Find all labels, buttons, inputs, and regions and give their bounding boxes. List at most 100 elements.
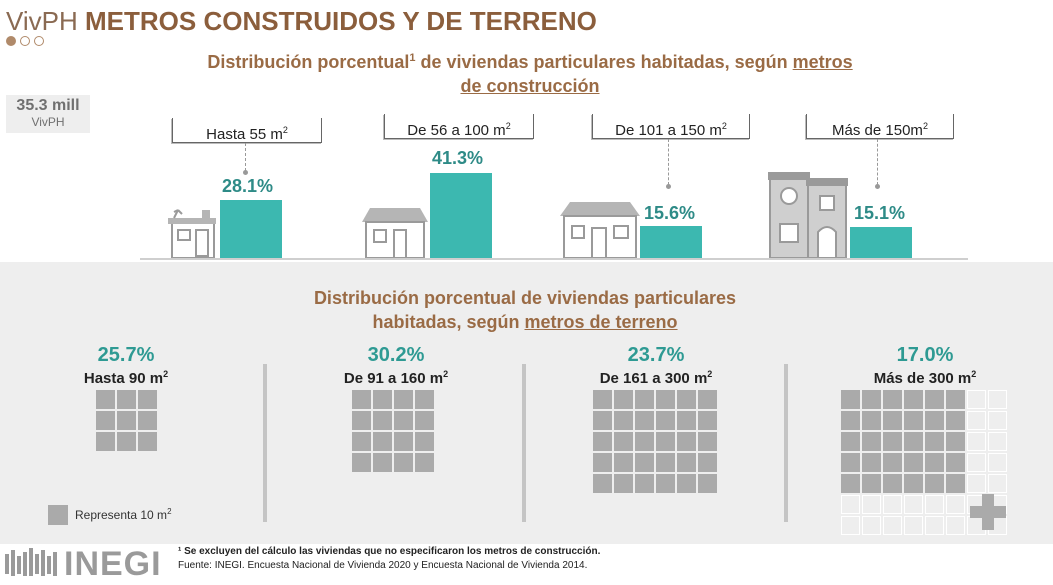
terrain-grid-4	[841, 390, 1007, 535]
area-unit-filled	[415, 390, 434, 409]
area-unit-filled	[677, 474, 696, 493]
area-unit-empty	[946, 495, 965, 514]
area-unit-filled	[352, 411, 371, 430]
inegi-logo-mark	[5, 548, 57, 576]
construction-cat-4: Más de 150m2	[806, 114, 954, 139]
area-unit-filled	[904, 411, 923, 430]
source-note: Fuente: INEGI. Encuesta Nacional de Vivi…	[178, 560, 588, 571]
area-unit-empty	[904, 495, 923, 514]
leader-line-4	[877, 139, 878, 185]
nav-dot-3	[34, 36, 44, 46]
area-unit-filled	[635, 390, 654, 409]
area-unit-empty	[883, 495, 902, 514]
area-unit-filled	[96, 411, 115, 430]
leader-dot-3	[666, 184, 671, 189]
bar-label-1: 28.1%	[222, 176, 274, 196]
area-unit-filled	[841, 411, 860, 430]
area-unit-filled	[883, 474, 902, 493]
area-unit-filled	[117, 432, 136, 451]
terrain-subtitle: Distribución porcentual de viviendas par…	[313, 288, 737, 332]
area-unit-filled	[946, 453, 965, 472]
area-unit-filled	[925, 432, 944, 451]
area-unit-filled	[593, 390, 612, 409]
area-unit-filled	[415, 432, 434, 451]
area-unit-filled	[698, 453, 717, 472]
area-unit-filled	[841, 390, 860, 409]
area-unit-filled	[698, 474, 717, 493]
bar-101-150	[640, 226, 702, 258]
area-unit-filled	[138, 432, 157, 451]
area-unit-empty	[904, 516, 923, 535]
area-unit-filled	[635, 432, 654, 451]
area-unit-filled	[614, 453, 633, 472]
area-unit-empty	[988, 453, 1007, 472]
area-unit-filled	[138, 411, 157, 430]
area-unit-filled	[394, 453, 413, 472]
total-value: 35.3 mill	[16, 97, 80, 114]
area-unit-empty	[967, 411, 986, 430]
area-unit-filled	[862, 390, 881, 409]
leader-dot-1	[243, 170, 248, 175]
small-house-icon	[168, 209, 216, 259]
area-unit-filled	[677, 390, 696, 409]
construction-subtitle: Distribución porcentual1 de viviendas pa…	[207, 52, 853, 96]
area-unit-filled	[925, 390, 944, 409]
terrain-pct-3: 23.7%	[627, 344, 685, 366]
area-unit-filled	[352, 453, 371, 472]
area-unit-empty	[925, 495, 944, 514]
area-unit-filled	[96, 432, 115, 451]
area-unit-filled	[946, 432, 965, 451]
terrain-grid-2	[352, 390, 434, 472]
terrain-label-4: Más de 300 m2	[873, 369, 977, 387]
terrain-pct-2: 30.2%	[367, 344, 425, 366]
area-unit-filled	[925, 453, 944, 472]
area-unit-filled	[373, 411, 392, 430]
leader-dot-4	[875, 184, 880, 189]
construction-cat-1: Hasta 55 m2	[172, 118, 322, 143]
construction-cat-2: De 56 a 100 m2	[384, 114, 534, 139]
area-unit-empty	[946, 516, 965, 535]
separator-1	[263, 364, 267, 522]
area-unit-filled	[841, 432, 860, 451]
area-unit-filled	[352, 390, 371, 409]
terrain-pct-4: 17.0%	[896, 344, 954, 366]
title-prefix: VivPH	[6, 6, 78, 36]
area-unit-filled	[862, 432, 881, 451]
area-unit-filled	[698, 411, 717, 430]
page-title: VivPH METROS CONSTRUIDOS Y DE TERRENO	[6, 6, 597, 37]
area-unit-empty	[841, 495, 860, 514]
area-unit-filled	[96, 390, 115, 409]
area-unit-filled	[656, 453, 675, 472]
area-unit-filled	[593, 453, 612, 472]
terrain-label-2: De 91 a 160 m2	[343, 369, 449, 387]
area-unit-empty	[967, 432, 986, 451]
area-unit-empty	[883, 516, 902, 535]
area-unit-filled	[946, 411, 965, 430]
terrain-label-3: De 161 a 300 m2	[599, 369, 713, 387]
area-unit-empty	[988, 390, 1007, 409]
area-unit-filled	[677, 453, 696, 472]
medium-house-icon	[362, 208, 428, 259]
area-unit-filled	[656, 411, 675, 430]
area-unit-filled	[904, 432, 923, 451]
area-unit-filled	[925, 411, 944, 430]
area-unit-empty	[988, 474, 1007, 493]
title-main: METROS CONSTRUIDOS Y DE TERRENO	[85, 6, 597, 36]
terrain-label-1: Hasta 90 m2	[83, 369, 169, 387]
area-unit-empty	[967, 390, 986, 409]
leader-line-1	[245, 143, 246, 171]
area-unit-filled	[614, 432, 633, 451]
leader-line-3	[668, 139, 669, 185]
area-unit-filled	[677, 411, 696, 430]
area-unit-filled	[373, 432, 392, 451]
bar-hasta-55	[220, 200, 282, 258]
area-unit-filled	[883, 453, 902, 472]
plus-icon	[970, 494, 1006, 530]
separator-3	[784, 364, 788, 522]
nav-dot-1	[6, 36, 16, 46]
area-unit-empty	[841, 516, 860, 535]
area-unit-empty	[988, 432, 1007, 451]
area-unit-filled	[614, 474, 633, 493]
bar-label-3: 15.6%	[644, 203, 696, 223]
area-unit-filled	[593, 474, 612, 493]
